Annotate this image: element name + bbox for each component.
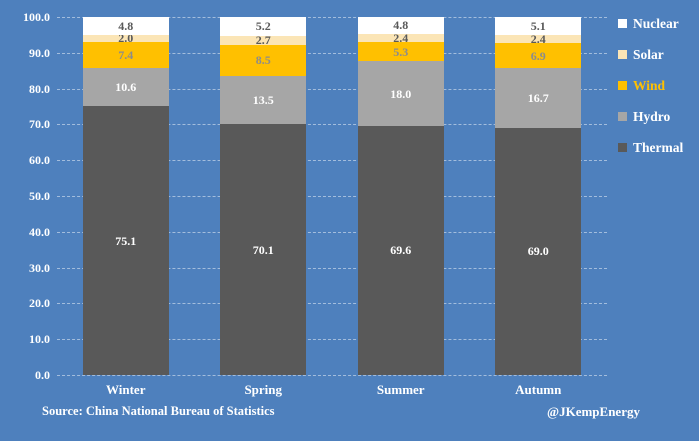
legend-label: Thermal (633, 140, 684, 155)
y-tick-label: 80.0 (29, 81, 50, 96)
legend-label: Hydro (633, 109, 671, 124)
bar-segment-solar: 2.4 (357, 31, 444, 46)
segment-value-label: 4.8 (118, 18, 134, 33)
segment-value-label: 75.1 (115, 233, 137, 248)
segment-value-label: 2.0 (118, 31, 134, 46)
plot-area: 75.1 10.6 7.4 2.0 4.8 70.1 13.5 8.5 2.7 5.2 69.6 18… (57, 16, 607, 376)
bar-segment-nuclear: 4.8 (82, 17, 169, 35)
gridline (57, 303, 607, 305)
gridline (57, 17, 607, 18)
bar-segment-thermal: 69.0 (495, 127, 582, 375)
bar-segment-thermal: 75.1 (82, 106, 169, 375)
gridline (57, 196, 607, 197)
gridline (57, 124, 607, 126)
legend-swatch-hydro (618, 112, 627, 121)
bar-summer: 69.6 18.0 5.3 2.4 4.8 (357, 16, 444, 375)
bar-spring: 70.1 13.5 8.5 2.7 5.2 (220, 17, 307, 375)
legend-item-solar: Solar (618, 47, 683, 62)
y-tick-label: 50.0 (29, 189, 50, 203)
y-tick-label: 100.0 (23, 10, 50, 24)
y-tick-label: 60.0 (29, 153, 50, 168)
segment-value-label: 18.0 (390, 86, 412, 101)
legend-item-wind: Wind (618, 78, 683, 93)
legend-item-hydro: Hydro (618, 109, 683, 124)
legend-swatch-wind (618, 81, 627, 90)
legend-swatch-nuclear (618, 19, 627, 28)
bar-segment-wind: 8.5 (220, 45, 307, 76)
legend-label: Nuclear (633, 16, 679, 31)
credit-handle: @JKempEnergy (547, 404, 640, 419)
segment-value-label: 2.7 (255, 33, 271, 48)
segment-value-label: 6.9 (530, 48, 546, 63)
x-category-label-summer: Summer (376, 382, 425, 397)
segment-value-label: 7.4 (118, 47, 134, 62)
segment-value-label: 13.5 (252, 92, 274, 107)
x-category-label-spring: Spring (244, 382, 283, 397)
bar-segment-nuclear: 5.1 (495, 16, 582, 35)
gridline (57, 160, 607, 162)
bar-segment-wind: 7.4 (82, 41, 169, 69)
legend-swatch-thermal (618, 143, 627, 152)
gridline (57, 231, 607, 233)
segment-value-label: 10.6 (115, 80, 137, 95)
legend-label: Solar (633, 47, 664, 62)
y-tick-label: 10.0 (29, 332, 50, 347)
y-tick-label: 90.0 (29, 45, 50, 60)
bar-segment-solar: 2.4 (495, 32, 582, 47)
bar-segment-hydro: 13.5 (220, 75, 307, 125)
source-note: Source: China National Bureau of Statist… (42, 404, 275, 418)
legend: Nuclear Solar Wind Hydro Thermal (618, 16, 683, 171)
gridline (57, 375, 607, 376)
bar-segment-solar: 2.7 (220, 33, 307, 48)
bar-segment-hydro: 10.6 (82, 68, 169, 107)
gridline (57, 52, 607, 54)
legend-label: Wind (633, 78, 666, 93)
bar-segment-nuclear: 5.2 (220, 17, 307, 36)
bar-segment-thermal: 70.1 (220, 124, 307, 375)
bar-segment-hydro: 16.7 (495, 68, 582, 128)
segment-value-label: 8.5 (255, 53, 271, 68)
y-tick-label: 20.0 (29, 296, 50, 311)
y-tick-label: 70.0 (29, 117, 50, 132)
bar-segment-wind: 5.3 (357, 42, 444, 62)
bar-autumn: 69.0 16.7 6.9 2.4 5.1 (495, 16, 582, 375)
segment-value-label: 4.8 (393, 18, 409, 33)
x-category-label-autumn: Autumn (515, 382, 562, 397)
bar-segment-solar: 2.0 (82, 31, 169, 46)
segment-value-label: 5.2 (255, 19, 271, 34)
bar-segment-wind: 6.9 (495, 43, 582, 69)
segment-value-label: 69.0 (527, 244, 549, 259)
legend-item-nuclear: Nuclear (618, 16, 683, 31)
segment-value-label: 5.1 (530, 18, 546, 33)
y-tick-label: 40.0 (29, 224, 50, 239)
gridline (57, 339, 607, 341)
segment-value-label: 70.1 (252, 242, 274, 257)
segment-value-label: 16.7 (527, 91, 549, 106)
y-tick-label: 30.0 (29, 260, 50, 275)
bar-winter: 75.1 10.6 7.4 2.0 4.8 (82, 17, 169, 375)
bar-segment-thermal: 69.6 (357, 125, 444, 375)
segment-value-label: 2.4 (530, 32, 546, 47)
x-category-label-winter: Winter (106, 382, 146, 397)
legend-swatch-solar (618, 50, 627, 59)
legend-item-thermal: Thermal (618, 140, 683, 155)
bar-segment-nuclear: 4.8 (357, 16, 444, 34)
gridline (57, 267, 607, 269)
segment-value-label: 69.6 (390, 243, 412, 258)
segment-value-label: 2.4 (393, 31, 409, 46)
segment-value-label: 5.3 (393, 44, 409, 59)
gridline (57, 88, 607, 90)
y-tick-label: 0.0 (35, 368, 50, 382)
bar-segment-hydro: 18.0 (357, 61, 444, 126)
